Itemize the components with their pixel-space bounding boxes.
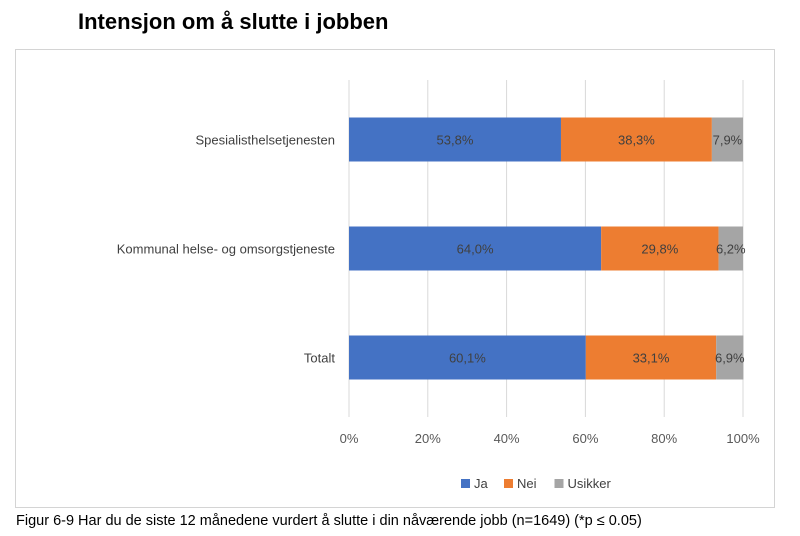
legend-label: Usikker <box>568 476 612 491</box>
data-label: 33,1% <box>633 351 670 366</box>
x-tick-label: 100% <box>726 431 760 446</box>
figure-caption: Figur 6-9 Har du de siste 12 månedene vu… <box>16 513 642 529</box>
data-label: 6,2% <box>716 242 746 257</box>
category-label: Totalt <box>304 351 335 366</box>
chart-title: Intensjon om å slutte i jobben <box>78 9 389 34</box>
data-label: 60,1% <box>449 351 486 366</box>
data-label: 53,8% <box>437 133 474 148</box>
category-label: Spesialisthelsetjenesten <box>196 133 335 148</box>
category-label: Kommunal helse- og omsorgstjeneste <box>117 242 335 257</box>
legend-label: Ja <box>474 476 489 491</box>
bar-segment-ja <box>349 117 561 162</box>
legend-label: Nei <box>517 476 537 491</box>
x-tick-label: 20% <box>415 431 441 446</box>
x-tick-label: 80% <box>651 431 677 446</box>
data-label: 29,8% <box>641 242 678 257</box>
stacked-bar-chart: 0% 20% 40% 60% 80% 100% Spesialisthelsetjenest… <box>117 80 760 491</box>
x-tick-label: 40% <box>494 431 520 446</box>
legend-swatch <box>504 479 513 488</box>
bar-segment-usikker <box>711 117 743 162</box>
data-label: 7,9% <box>713 133 743 148</box>
x-tick-label: 0% <box>340 431 359 446</box>
bar-segment-nei <box>560 117 712 162</box>
bar-segment-usikker <box>718 226 743 271</box>
bar-segment-usikker <box>716 335 744 380</box>
legend-swatch <box>461 479 470 488</box>
x-tick-label: 60% <box>572 431 598 446</box>
bar-segment-nei <box>601 226 719 271</box>
bar-segment-nei <box>585 335 717 380</box>
data-label: 64,0% <box>457 242 494 257</box>
legend-swatch <box>554 479 564 488</box>
bar-segment-ja <box>349 226 602 271</box>
data-label: 38,3% <box>618 133 655 148</box>
chart-area: 0% 20% 40% 60% 80% 100% Spesialisthelsetjenest… <box>15 49 775 508</box>
bar-segment-ja <box>349 335 586 380</box>
data-label: 6,9% <box>715 351 745 366</box>
